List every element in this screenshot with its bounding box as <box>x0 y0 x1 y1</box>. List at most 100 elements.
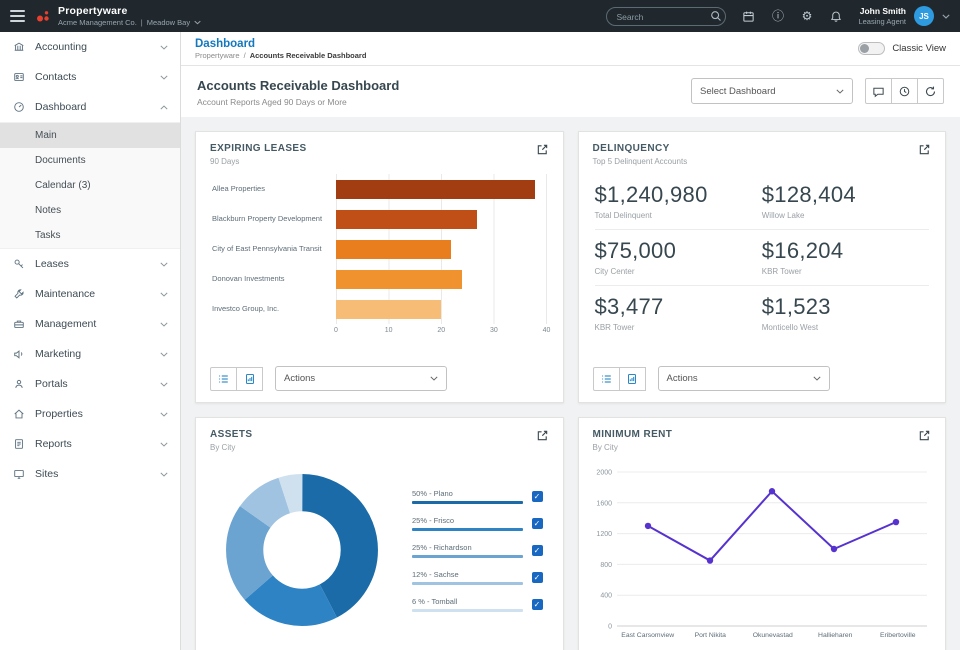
stat-value: $1,240,980 <box>594 182 708 207</box>
sidebar-subitem-calendar[interactable]: Calendar (3) <box>35 180 91 191</box>
toggle-knob <box>860 44 870 53</box>
legend-entry: 25% - Frisco <box>412 516 523 531</box>
bar-category-label: City of East Pennsylvania Transit <box>212 243 322 253</box>
card-subtitle: 90 Days <box>210 157 240 166</box>
sidebar-item-maintenance[interactable]: Maintenance <box>0 279 180 309</box>
user-name: John Smith <box>859 6 906 17</box>
sidebar-item-marketing[interactable]: Marketing <box>0 339 180 369</box>
sidebar-subitem-tasks[interactable]: Tasks <box>35 230 61 241</box>
bar <box>336 239 452 259</box>
delinquency-card: DELINQUENCY Top 5 Delinquent Accounts $1… <box>577 131 946 403</box>
chevron-down-icon <box>160 75 168 80</box>
comments-button[interactable] <box>865 78 892 104</box>
search-icon[interactable] <box>710 10 722 22</box>
expiring-leases-card: EXPIRING LEASES 90 Days Allea Properties… <box>195 131 564 403</box>
bar-track <box>336 294 546 324</box>
legend-checkbox[interactable]: ✓ <box>531 517 543 529</box>
actions-dropdown[interactable]: Actions <box>657 366 830 391</box>
breadcrumb: Dashboard Propertyware / Accounts Receiv… <box>195 37 366 60</box>
legend-checkbox[interactable]: ✓ <box>531 490 543 502</box>
briefcase-icon <box>12 318 26 330</box>
sidebar-item-label: Management <box>35 318 97 330</box>
page-title: Accounts Receivable Dashboard <box>197 78 400 93</box>
sidebar-item-properties[interactable]: Properties <box>0 399 180 429</box>
bar-track <box>336 204 546 234</box>
x-tick: 10 <box>384 327 393 334</box>
user-menu-chevron-icon[interactable] <box>942 13 950 19</box>
bar <box>336 269 462 289</box>
export-button[interactable] <box>236 366 263 391</box>
legend-item: 25% - Frisco ✓ <box>412 516 543 531</box>
legend-swatch <box>412 608 523 612</box>
svg-text:1600: 1600 <box>596 500 612 507</box>
x-category: Hallieharen <box>818 632 853 639</box>
popout-icon[interactable] <box>536 429 549 442</box>
legend-swatch <box>412 554 523 558</box>
settings-icon[interactable]: ⚙ <box>801 9 813 23</box>
breadcrumb-separator: / <box>243 51 246 61</box>
card-subtitle: By City <box>592 443 618 452</box>
sidebar-subitem-documents[interactable]: Documents <box>35 155 86 166</box>
megaphone-icon <box>12 348 26 360</box>
list-view-button[interactable] <box>592 366 620 391</box>
classic-view-toggle[interactable] <box>858 42 886 55</box>
document-icon <box>12 438 26 450</box>
notifications-icon[interactable] <box>825 5 846 27</box>
refresh-button[interactable] <box>917 78 944 104</box>
sidebar-subitem-notes[interactable]: Notes <box>35 205 62 216</box>
info-icon[interactable]: ⓘ <box>771 9 784 23</box>
account-switcher[interactable]: Acme Management Co. | Meadow Bay <box>58 18 201 27</box>
sidebar-item-sites[interactable]: Sites <box>0 459 180 489</box>
actions-dropdown[interactable]: Actions <box>275 366 447 391</box>
breadcrumb-bar: Dashboard Propertyware / Accounts Receiv… <box>181 32 960 66</box>
legend-checkbox[interactable]: ✓ <box>531 571 543 583</box>
legend-checkbox[interactable]: ✓ <box>531 544 543 556</box>
sidebar-item-label: Portals <box>35 378 68 390</box>
account-name: Acme Management Co. <box>58 17 137 27</box>
history-button[interactable] <box>891 78 918 104</box>
home-icon <box>12 408 26 420</box>
legend-checkbox[interactable]: ✓ <box>531 598 543 610</box>
delinquency-stats: $1,240,980 Total Delinquent $128,404 Wil… <box>579 172 946 341</box>
sidebar-item-management[interactable]: Management <box>0 309 180 339</box>
card-title: EXPIRING LEASES <box>210 143 307 154</box>
card-footer: Actions <box>579 357 946 402</box>
popout-icon[interactable] <box>918 143 931 156</box>
app-body: Accounting Contacts Dashboard Main Docum… <box>0 32 960 650</box>
sidebar-item-label: Leases <box>35 258 69 270</box>
breadcrumb-root[interactable]: Propertyware <box>195 51 240 61</box>
legend-label: 50% - Plano <box>412 488 453 498</box>
bar-labels: Allea Properties Blackburn Property Deve… <box>212 174 336 324</box>
x-tick: 0 <box>334 327 338 334</box>
popout-icon[interactable] <box>536 143 549 156</box>
classic-view-label: Classic View <box>892 43 946 54</box>
stat-row: $75,000 City Center $16,204 KBR Tower <box>594 230 929 286</box>
popout-icon[interactable] <box>918 429 931 442</box>
legend-entry: 25% - Richardson <box>412 543 523 558</box>
sidebar-item-dashboard[interactable]: Dashboard <box>0 92 180 122</box>
breadcrumb-page-link[interactable]: Dashboard <box>195 37 256 50</box>
select-dashboard-dropdown[interactable]: Select Dashboard <box>691 78 853 104</box>
menu-icon[interactable] <box>10 10 25 22</box>
sidebar-item-accounting[interactable]: Accounting <box>0 32 180 62</box>
svg-text:1200: 1200 <box>596 531 612 538</box>
donut-svg <box>226 474 378 626</box>
export-button[interactable] <box>618 366 646 391</box>
bar-category-label: Allea Properties <box>212 183 265 193</box>
stat-label: City Center <box>594 267 635 276</box>
search-input[interactable] <box>606 7 727 26</box>
header-button-group <box>865 78 944 104</box>
card-title: ASSETS <box>210 429 253 440</box>
legend-swatch <box>412 527 523 531</box>
account-divider: | <box>140 17 143 27</box>
sidebar-item-contacts[interactable]: Contacts <box>0 62 180 92</box>
avatar[interactable]: JS <box>914 6 934 26</box>
list-view-button[interactable] <box>210 366 237 391</box>
card-title: MINIMUM RENT <box>592 429 673 440</box>
bar <box>336 179 536 199</box>
sidebar-item-portals[interactable]: Portals <box>0 369 180 399</box>
sidebar-item-reports[interactable]: Reports <box>0 429 180 459</box>
sidebar-subitem-main[interactable]: Main <box>0 123 180 148</box>
calendar-icon[interactable] <box>738 5 759 27</box>
sidebar-item-leases[interactable]: Leases <box>0 249 180 279</box>
